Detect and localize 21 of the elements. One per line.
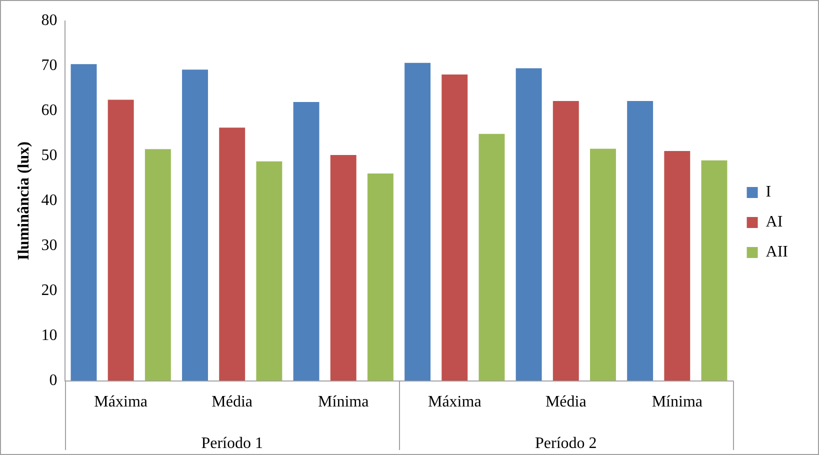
y-tick-label: 30 (41, 237, 58, 254)
x-tick-label: Mínima (652, 394, 702, 411)
legend-label: AI (766, 214, 783, 231)
y-tick-label: 40 (41, 192, 58, 210)
legend-label: AII (766, 244, 788, 261)
y-tick-label: 50 (41, 147, 58, 164)
text: Período 1 (201, 435, 263, 452)
x-tick-label: Média (545, 394, 586, 411)
y-tick-label: 10 (41, 327, 58, 344)
y-tick-label: 0 (49, 372, 58, 390)
y-tick-label: 60 (41, 102, 58, 120)
legend-label: I (766, 184, 772, 201)
y-axis-title: Iluminância (lux) (16, 142, 33, 260)
y-tick-label: 80 (41, 12, 58, 30)
y-tick-label: 70 (41, 57, 58, 74)
x-tick-label: Máxima (428, 394, 482, 411)
text: Período 2 (535, 435, 597, 452)
y-tick-label: 20 (41, 282, 58, 300)
x-tick-label: Máxima (94, 394, 148, 411)
x-tick-label: Média (212, 394, 253, 411)
x-tick-label: Mínima (318, 394, 369, 411)
